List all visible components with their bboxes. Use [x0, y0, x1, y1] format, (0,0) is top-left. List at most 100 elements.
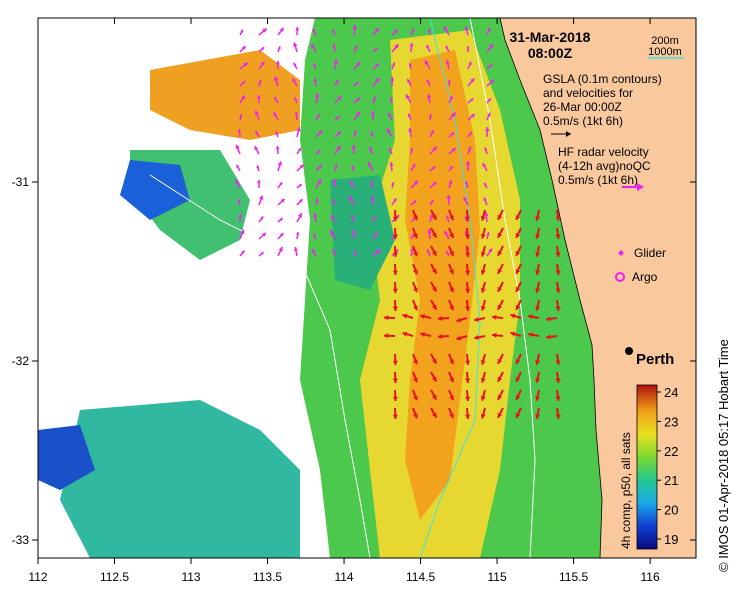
- hf-line-3: 0.5m/s (1kt 6h): [558, 173, 638, 187]
- gsla-arrow: [258, 251, 265, 257]
- gsla-line-1: GSLA (0.1m contours): [543, 72, 662, 86]
- gsla-arrow: [486, 27, 491, 36]
- hf-arrow: [430, 281, 438, 293]
- hf-arrow: [535, 389, 541, 401]
- colorbar-tick-label: 20: [664, 503, 678, 518]
- gsla-arrow: [464, 26, 469, 36]
- hf-arrow: [480, 209, 486, 221]
- gsla-arrow: [334, 79, 339, 87]
- colorbar-tick-label: 21: [664, 473, 678, 488]
- hf-arrow: [412, 299, 418, 311]
- gsla-arrow: [296, 231, 300, 240]
- gsla-arrow: [372, 96, 377, 104]
- gsla-arrow: [254, 145, 260, 155]
- gsla-arrow: [296, 147, 302, 155]
- gsla-arrow: [294, 111, 299, 121]
- hf-arrow: [437, 333, 450, 340]
- hf-arrow: [430, 245, 438, 257]
- hf-arrow: [555, 389, 561, 402]
- hf-arrow: [535, 407, 541, 419]
- hf-arrow: [448, 371, 455, 383]
- gsla-arrow: [314, 93, 320, 104]
- glider-legend: Glider: [618, 246, 666, 260]
- gsla-arrow: [372, 27, 380, 36]
- hf-arrow: [430, 389, 438, 401]
- hf-arrow: [448, 227, 455, 239]
- gsla-arrow: [258, 80, 262, 87]
- hf-arrow: [497, 227, 504, 239]
- hf-arrow: [465, 389, 471, 402]
- map-time: 08:00Z: [528, 45, 573, 61]
- hf-arrow: [465, 281, 471, 294]
- hf-arrow: [412, 353, 418, 365]
- hf-arrow: [392, 209, 398, 222]
- hf-arrow: [515, 407, 522, 419]
- hf-arrow: [448, 299, 455, 311]
- gsla-arrow: [372, 232, 379, 240]
- gsla-arrow: [486, 248, 493, 257]
- sst-field: [38, 18, 696, 558]
- gsla-arrow: [332, 44, 336, 53]
- gsla-arrow: [258, 61, 265, 70]
- hf-arrow: [448, 245, 455, 257]
- gsla-arrow: [294, 97, 298, 104]
- gsla-arrow: [467, 97, 474, 104]
- gsla-arrow: [429, 146, 438, 155]
- hf-arrow: [402, 313, 414, 319]
- gsla-arrow: [486, 112, 491, 121]
- hf-arrow: [383, 315, 396, 321]
- hf-arrow: [456, 317, 468, 323]
- hf-arrow: [430, 263, 438, 275]
- y-tick-label: -31: [12, 175, 30, 189]
- hf-arrow: [474, 334, 486, 340]
- gsla-arrow: [410, 248, 414, 257]
- gsla-arrow: [351, 165, 355, 172]
- gsla-arrow: [429, 199, 434, 206]
- hf-arrow: [465, 407, 471, 420]
- x-tick-label: 112: [28, 570, 47, 584]
- gsla-arrow: [239, 229, 245, 240]
- gsla-arrow: [428, 113, 433, 121]
- hf-arrow: [497, 407, 504, 419]
- gsla-arrow: [239, 45, 247, 53]
- gsla-arrow: [410, 147, 414, 155]
- hf-arrow: [465, 263, 471, 276]
- gsla-arrow: [256, 165, 260, 172]
- gsla-arrow: [391, 62, 396, 70]
- gsla-arrow: [258, 195, 264, 206]
- gsla-arrow: [277, 217, 284, 223]
- gsla-arrow: [390, 76, 395, 87]
- perth-marker: [625, 347, 633, 355]
- gsla-arrow: [331, 29, 336, 36]
- hf-arrow: [456, 335, 468, 341]
- gsla-arrow: [296, 164, 305, 172]
- gsla-arrow: [348, 195, 355, 206]
- gsla-arrow: [258, 27, 268, 36]
- hf-arrow: [465, 227, 471, 240]
- hf-arrow: [480, 389, 486, 401]
- gsla-line-4: 0.5m/s (1kt 6h): [543, 114, 623, 128]
- gsla-arrow: [424, 59, 431, 70]
- hf-arrow: [555, 227, 561, 240]
- gsla-arrow: [257, 179, 261, 189]
- gsla-arrow: [443, 230, 450, 240]
- gsla-arrow: [277, 27, 285, 36]
- gsla-arrow: [258, 215, 264, 223]
- gsla-arrow: [368, 146, 374, 155]
- gsla-arrow: [407, 113, 412, 121]
- hf-arrow: [448, 389, 455, 401]
- gsla-arrow: [334, 164, 338, 172]
- gsla-arrow: [351, 144, 356, 155]
- hf-arrow: [515, 353, 522, 365]
- gsla-arrow: [426, 79, 431, 87]
- gsla-arrow: [312, 233, 317, 240]
- hf-arrow: [480, 245, 486, 257]
- gsla-arrow: [429, 129, 435, 138]
- gsla-arrow: [349, 180, 355, 189]
- gsla-arrow: [367, 161, 374, 172]
- gsla-arrow: [484, 147, 488, 155]
- hf-arrow: [448, 353, 455, 365]
- x-tick-label: 115.5: [559, 570, 588, 584]
- hf-arrow: [420, 314, 432, 319]
- gsla-arrow: [391, 181, 395, 189]
